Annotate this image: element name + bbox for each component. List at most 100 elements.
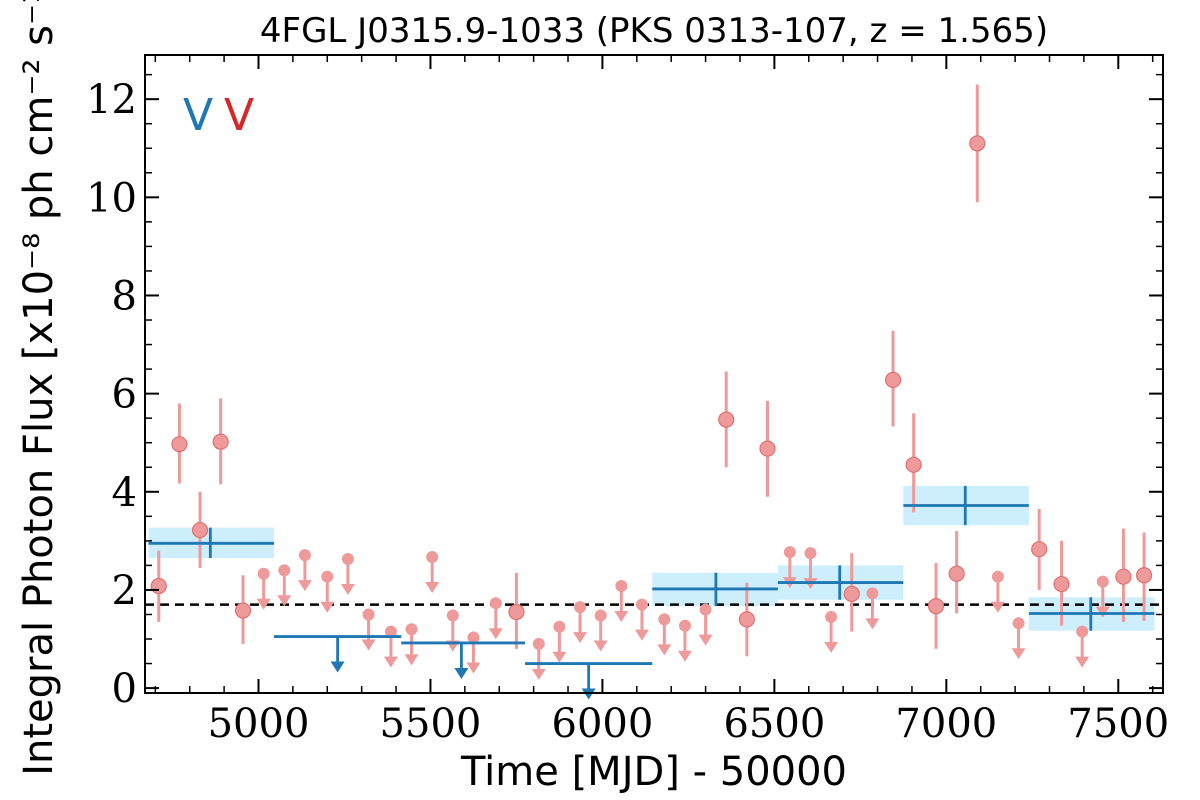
short-bin-ul-arrow [488,628,503,640]
short-bin-point-28 [738,582,755,657]
short-bin-ul-marker [489,597,502,610]
short-bin-point-7 [297,549,312,592]
legend-entry-0: V [183,90,213,141]
y-tick-label: 4 [112,470,137,516]
short-bin-ul-arrow [634,629,649,641]
long-bin-point-7 [1028,597,1155,631]
short-bin-point-38 [948,531,965,614]
short-bin-ul-marker [1096,575,1109,588]
short-bin-point-16 [488,597,503,640]
short-bin-point-5 [256,567,271,610]
short-bin-ul-marker [804,547,817,560]
short-bin-marker [1135,567,1153,584]
short-bin-point-22 [614,580,629,623]
short-bin-ul-arrow [677,650,692,662]
short-bin-ul-marker [783,546,796,559]
short-bin-point-26 [698,603,713,646]
short-bin-ul-arrow [824,641,839,653]
short-bin-ul-arrow [573,632,588,644]
x-tick-label: 5000 [208,701,310,747]
short-bin-point-47 [1135,532,1153,621]
short-bin-point-27 [718,371,735,468]
short-bin-ul-marker [678,619,691,632]
long-bin-point-0 [148,527,274,559]
short-bin-point-29 [759,400,776,497]
short-bin-marker [905,456,922,473]
short-bin-marker [234,602,252,619]
short-bin-point-36 [905,413,922,513]
short-bin-ul-arrow [614,611,629,623]
plot-frame [144,54,1164,694]
short-bin-ul-arrow [1075,656,1090,668]
short-bin-point-0 [150,550,167,622]
short-bin-point-9 [340,553,355,596]
short-bin-point-18 [531,637,546,680]
short-bin-ul-arrow [404,654,419,666]
y-tick-label: 0 [112,666,137,712]
short-bin-ul-arrow [297,580,312,592]
short-bin-ul-marker [426,551,439,564]
short-bin-marker [212,433,229,450]
short-bin-ul-arrow [361,639,376,651]
short-bin-marker [718,411,735,428]
short-bin-ul-marker [362,608,375,621]
short-bin-ul-marker [574,601,587,614]
x-tick-label: 6000 [552,701,654,747]
short-bin-point-46 [1115,528,1132,622]
short-bin-ul-arrow [383,656,398,668]
axis-ticks: 5000 5500 6000 6500 7000 7500 0 2 4 6 8 10 12 [86,55,1169,747]
long-bin-point-3 [525,662,653,700]
short-bin-marker [884,371,902,388]
short-bin-marker [948,565,965,582]
short-bin-ul-marker [699,603,712,616]
short-bin-marker [508,603,525,621]
short-bin-marker [171,436,188,453]
short-bin-marker [150,577,167,595]
x-tick-label: 7000 [895,701,997,747]
long-bin-ul-arrow [330,661,345,673]
short-bin-point-11 [383,625,398,668]
short-bin-ul-marker [1012,617,1025,630]
short-bin-ul-marker [446,609,459,622]
short-bin-ul-arrow [657,644,672,656]
short-bin-point-21 [593,609,608,652]
short-bin-ul-marker [635,598,648,611]
short-bin-ul-arrow [865,618,880,630]
short-bin-marker [1053,575,1070,593]
short-bin-marker [738,611,755,628]
y-tick-label: 2 [112,568,137,614]
chart-title: 4FGL J0315.9-1033 (PKS 0313-107, z = 1.5… [260,11,1048,51]
short-bin-point-8 [320,570,335,613]
short-bin-point-10 [361,608,376,651]
x-tick-label: 6500 [723,701,825,747]
short-bin-ul-arrow [593,640,608,652]
legend: V V [183,90,254,141]
short-bin-point-44 [1075,625,1090,668]
short-bin-point-19 [552,620,567,663]
short-bin-point-14 [445,609,460,652]
short-bin-ul-marker [467,631,480,644]
short-bin-point-43 [1053,540,1070,626]
short-bin-ul-marker [405,623,418,636]
x-tick-label: 5500 [380,701,482,747]
short-bin-ul-marker [866,587,879,600]
long-bin-ul-arrow [581,688,596,700]
short-bin-point-35 [884,330,902,427]
short-bin-ul-marker [321,570,334,583]
short-bin-ul-marker [991,570,1004,583]
short-bin-point-23 [634,598,649,641]
short-bin-ul-arrow [466,662,481,674]
short-bin-ul-marker [384,625,397,638]
short-bin-ul-marker [553,620,566,633]
long-bin-point-5 [777,565,904,600]
short-bin-ul-marker [278,564,291,577]
short-bin-point-37 [927,562,945,649]
long-bin-point-6 [903,485,1029,526]
short-bin-point-39 [969,84,986,203]
short-bin-ul-arrow [1011,648,1026,660]
short-bin-point-2 [191,491,209,568]
short-bin-point-34 [865,587,880,630]
short-bin-point-13 [425,551,440,594]
short-bin-ul-marker [594,609,607,622]
long-bin-point-4 [652,572,778,607]
